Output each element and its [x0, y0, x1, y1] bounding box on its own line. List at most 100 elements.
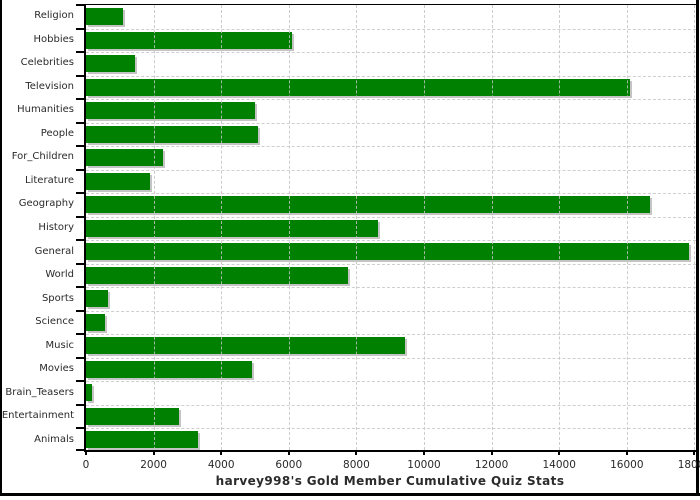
y-tick	[76, 51, 84, 54]
y-tick	[76, 449, 84, 451]
v-gridline	[694, 5, 696, 450]
x-tick	[693, 451, 696, 455]
y-tick	[76, 27, 84, 30]
category-label: Celebrities	[20, 57, 74, 69]
x-tick	[625, 451, 628, 455]
x-tick-label: 18000	[677, 459, 700, 471]
bar-sports	[86, 290, 108, 308]
y-tick	[76, 4, 84, 6]
x-tick-label: 16000	[610, 459, 644, 471]
y-tick	[76, 98, 84, 101]
bar-for_children	[86, 149, 164, 167]
x-tick-label: 10000	[407, 459, 441, 471]
x-tick-label: 14000	[542, 459, 576, 471]
y-tick	[76, 192, 84, 195]
y-tick	[76, 380, 84, 383]
bar-people	[86, 125, 259, 143]
v-gridline	[559, 5, 561, 450]
bar-movies	[86, 360, 252, 378]
category-label: Movies	[39, 363, 74, 375]
category-label: For_Children	[11, 151, 74, 163]
h-gridline	[86, 287, 696, 289]
y-tick	[76, 239, 84, 242]
bar-geography	[86, 196, 651, 214]
bar-science	[86, 313, 105, 331]
y-tick	[76, 427, 84, 430]
bar-television	[86, 78, 631, 96]
x-tick	[423, 451, 425, 455]
category-label: World	[45, 269, 74, 281]
category-label: Geography	[18, 198, 74, 210]
x-tick-label: 12000	[474, 459, 509, 471]
x-axis-line	[84, 450, 696, 452]
v-gridline	[356, 5, 358, 450]
h-gridline	[86, 381, 696, 383]
x-tick-label: 0	[82, 459, 90, 471]
bar-music	[86, 337, 406, 355]
bar-brain_teasers	[86, 384, 93, 402]
category-label: Sports	[41, 292, 74, 304]
v-gridline	[221, 5, 223, 450]
h-gridline	[86, 404, 696, 406]
bar-general	[86, 243, 690, 261]
y-tick	[76, 145, 84, 148]
y-tick	[76, 121, 84, 124]
h-gridline	[86, 310, 696, 312]
bar-celebrities	[86, 55, 135, 73]
category-label: General	[34, 245, 74, 257]
h-gridline	[86, 122, 696, 124]
x-tick	[355, 451, 358, 455]
x-tick-label: 6000	[275, 459, 303, 471]
x-tick	[152, 451, 155, 455]
bar-hobbies	[86, 31, 293, 49]
h-gridline	[86, 146, 696, 148]
y-tick	[76, 262, 84, 265]
category-label: Entertainment	[1, 410, 74, 422]
h-gridline	[86, 75, 696, 77]
y-tick	[76, 403, 84, 406]
h-gridline	[86, 428, 696, 430]
y-tick	[76, 215, 84, 218]
h-gridline	[86, 334, 696, 336]
y-tick	[76, 333, 84, 336]
x-tick-label: 2000	[140, 459, 167, 471]
bar-animals	[86, 431, 198, 449]
chart-border-left	[0, 0, 2, 495]
bar-history	[86, 219, 379, 237]
category-label: People	[40, 127, 74, 139]
v-gridline	[491, 5, 493, 450]
h-gridline	[86, 169, 696, 171]
category-label: Literature	[25, 174, 74, 186]
y-tick	[76, 356, 84, 359]
h-gridline	[86, 28, 696, 30]
bar-world	[86, 266, 348, 284]
category-label: Hobbies	[33, 33, 74, 45]
y-tick	[76, 309, 84, 312]
h-gridline	[86, 216, 696, 218]
category-label: Science	[35, 316, 74, 328]
v-gridline	[626, 5, 628, 450]
x-tick	[85, 451, 87, 455]
x-tick-label: 8000	[343, 459, 370, 471]
h-gridline	[86, 99, 696, 101]
v-gridline	[153, 5, 155, 450]
y-tick	[76, 286, 84, 289]
h-gridline	[86, 52, 696, 54]
h-gridline	[86, 240, 696, 242]
h-gridline	[86, 193, 696, 195]
category-label: Animals	[34, 433, 74, 445]
chart-border-bottom	[0, 493, 700, 496]
h-gridline	[86, 263, 696, 265]
x-tick	[558, 451, 561, 455]
chart-border-right	[696, 0, 699, 495]
bar-entertainment	[86, 407, 179, 425]
bar-literature	[86, 172, 151, 190]
bar-religion	[86, 8, 124, 25]
y-tick	[76, 74, 84, 77]
y-tick	[76, 168, 84, 171]
v-gridline	[424, 5, 425, 450]
x-tick	[220, 451, 223, 455]
y-axis-line	[84, 5, 86, 452]
bar-humanities	[86, 102, 255, 120]
